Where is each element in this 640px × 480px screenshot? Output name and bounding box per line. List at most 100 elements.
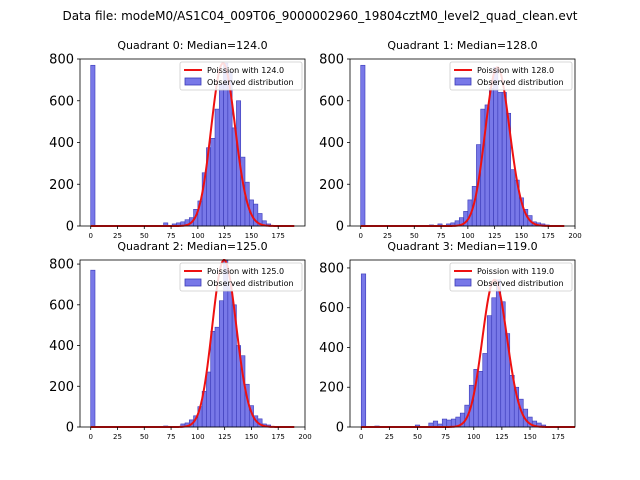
histogram-bar	[488, 87, 494, 227]
x-tick-label: 150	[245, 433, 258, 441]
x-tick-label: 0	[88, 433, 92, 441]
x-tick-label: 125	[218, 433, 231, 441]
histogram-bar	[218, 83, 224, 227]
histogram-bar	[360, 64, 366, 227]
x-tick-label: 150	[523, 433, 536, 441]
legend-poisson-label: Poission with 124.0	[207, 66, 284, 75]
legend-observed-label: Observed distribution	[477, 279, 564, 288]
y-tick-label: 200	[319, 381, 344, 396]
x-tick-label: 50	[413, 433, 422, 441]
x-tick-label: 50	[410, 232, 419, 240]
y-tick-label: 200	[49, 380, 74, 395]
y-tick-label: 200	[319, 178, 344, 193]
x-tick-label: 75	[167, 433, 176, 441]
legend-poisson-label: Poission with 128.0	[477, 66, 554, 75]
x-tick-label: 100	[191, 433, 204, 441]
figure-title: Data file: modeM0/AS1C04_009T06_90000029…	[62, 9, 578, 23]
y-tick-label: 800	[319, 53, 344, 68]
legend-box	[179, 61, 303, 91]
quadrant-2-panel: 0 25 50 75 100 125 150 175 200 0 200 400 600 800 Quadr…	[49, 240, 312, 441]
legend-observed-label: Observed distribution	[207, 78, 294, 87]
x-tick-label: 50	[140, 232, 149, 240]
y-tick-label: 0	[336, 421, 344, 436]
legend-observed-swatch	[454, 278, 472, 287]
histogram-bar	[206, 371, 212, 428]
x-tick-label: 200	[298, 433, 311, 441]
y-tick-label: 0	[66, 421, 74, 436]
y-tick-label: 800	[49, 258, 74, 273]
histogram-bar	[493, 67, 499, 227]
histogram-bar	[501, 92, 507, 227]
histogram-bar	[90, 64, 96, 227]
x-tick-label: 75	[441, 433, 450, 441]
legend-observed-label: Observed distribution	[477, 78, 564, 87]
x-tick-label: 25	[385, 433, 394, 441]
legend-observed-swatch	[184, 77, 202, 86]
legend-observed-label: Observed distribution	[207, 279, 294, 288]
y-tick-label: 0	[336, 220, 344, 235]
y-tick-label: 200	[49, 178, 74, 193]
panel-title: Quadrant 3: Median=119.0	[387, 240, 537, 253]
y-tick-label: 400	[49, 339, 74, 354]
axes-frame	[349, 259, 576, 428]
quadrant-1-panel: 0 25 50 75 100 125 150 175 200 0 200 400 600 800 Quadr…	[319, 39, 582, 240]
x-tick-label: 175	[551, 433, 564, 441]
histogram-bar	[486, 315, 493, 428]
x-tick-label: 100	[467, 433, 480, 441]
y-tick-label: 600	[319, 94, 344, 109]
histogram-bar	[210, 330, 216, 428]
legend-observed-swatch	[184, 278, 202, 287]
x-tick-label: 0	[359, 433, 363, 441]
histogram-bar	[214, 108, 220, 227]
histogram-bar	[477, 371, 484, 428]
y-tick-label: 600	[49, 298, 74, 313]
panel-title: Quadrant 0: Median=124.0	[117, 39, 267, 52]
x-tick-label: 125	[488, 232, 501, 240]
histogram-bar	[210, 138, 216, 227]
axes-frame	[79, 259, 306, 428]
histogram-bar	[227, 284, 233, 428]
legend-box	[449, 61, 573, 91]
x-tick-label: 0	[358, 232, 362, 240]
x-tick-label: 150	[245, 232, 258, 240]
x-tick-label: 125	[495, 433, 508, 441]
quadrant-3-panel: 0 25 50 75 100 125 150 175 0 200 400 600 800 Quadrant…	[319, 240, 576, 441]
legend-poisson-label: Poission with 119.0	[477, 267, 554, 276]
histogram-bar	[497, 92, 503, 227]
panel-title: Quadrant 2: Median=125.0	[117, 240, 267, 253]
legend-box	[449, 262, 573, 292]
y-tick-label: 800	[49, 53, 74, 68]
x-tick-label: 75	[167, 232, 176, 240]
y-tick-label: 600	[319, 301, 344, 316]
histogram-bar	[90, 269, 96, 428]
y-tick-label: 600	[49, 94, 74, 109]
x-tick-label: 125	[218, 232, 231, 240]
histogram-bar	[360, 273, 367, 428]
quadrant-0-panel: 0 25 50 75 100 125 150 175 0 200 400 600 800 Quadrant…	[49, 39, 306, 240]
y-tick-label: 400	[319, 341, 344, 356]
x-tick-label: 25	[383, 232, 392, 240]
histogram-bar	[482, 353, 488, 428]
histogram-bar	[441, 418, 448, 428]
y-tick-label: 800	[319, 261, 344, 276]
x-tick-label: 25	[113, 433, 122, 441]
x-tick-label: 75	[437, 232, 446, 240]
x-tick-label: 175	[542, 232, 555, 240]
histogram-bar	[510, 169, 516, 227]
legend-box	[179, 262, 303, 292]
legend-poisson-label: Poission with 125.0	[207, 267, 284, 276]
x-tick-label: 200	[568, 232, 581, 240]
histogram-bar	[231, 127, 237, 227]
x-tick-label: 100	[191, 232, 204, 240]
histogram-bar	[214, 326, 220, 428]
histogram-bar	[491, 297, 497, 428]
x-tick-label: 175	[272, 232, 285, 240]
x-tick-label: 50	[140, 433, 149, 441]
x-tick-label: 150	[515, 232, 528, 240]
poisson-curve	[360, 66, 565, 227]
histogram-bar	[495, 279, 502, 428]
x-tick-label: 25	[113, 232, 122, 240]
y-tick-label: 400	[49, 136, 74, 151]
y-tick-label: 400	[319, 136, 344, 151]
